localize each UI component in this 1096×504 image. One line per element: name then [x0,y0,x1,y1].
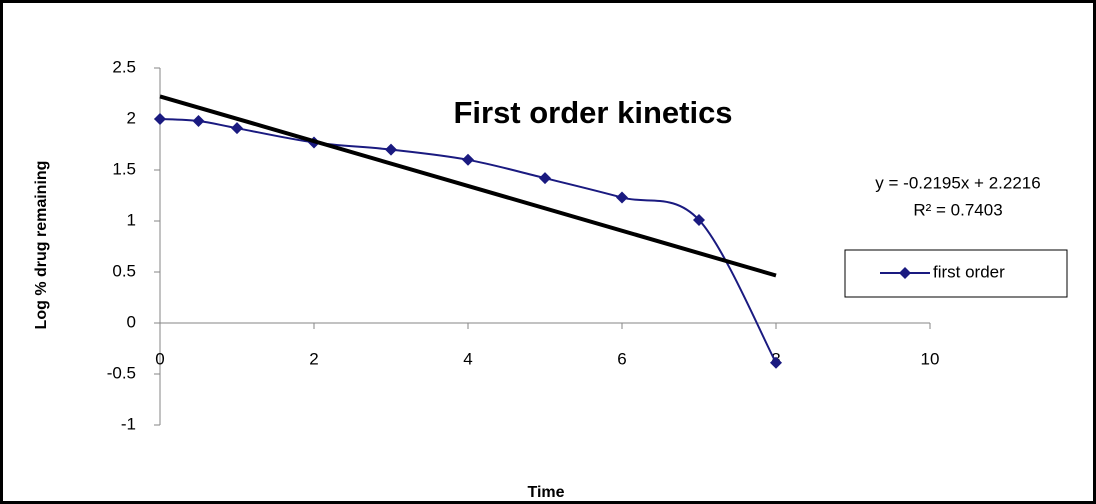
data-point [770,356,782,369]
y-tick-label: -1 [121,414,136,433]
x-tick-label: 0 [155,349,164,368]
legend-label: first order [933,262,1005,281]
trendline [159,94,777,278]
y-tick-label: 0 [127,312,136,331]
data-point [192,115,205,128]
x-axis-label: Time [527,484,564,501]
data-point [616,191,628,204]
y-tick-label: 1.5 [112,159,136,178]
trendline-equation: y = -0.2195x + 2.2216 [875,173,1040,192]
chart-title: First order kinetics [453,95,732,130]
series-line [159,118,777,364]
legend-marker [899,267,911,279]
y-tick-label: 1 [127,210,136,229]
y-tick-label: 0.5 [112,261,136,280]
x-tick-label: 4 [463,349,472,368]
data-point [385,143,397,156]
data-point [539,172,551,185]
x-tick-label: 2 [309,349,318,368]
data-point [693,213,705,226]
trendline-r2: R² = 0.7403 [913,200,1002,219]
data-point [231,122,243,135]
y-tick-label: 2.5 [112,57,136,76]
y-axis-label: Log % drug remaining [33,161,50,330]
y-tick-label: 2 [127,108,136,127]
y-tick-label: -0.5 [107,363,136,382]
data-point [462,153,474,166]
data-point [154,113,166,125]
x-tick-label: 10 [921,349,940,368]
x-tick-label: 6 [617,349,626,368]
